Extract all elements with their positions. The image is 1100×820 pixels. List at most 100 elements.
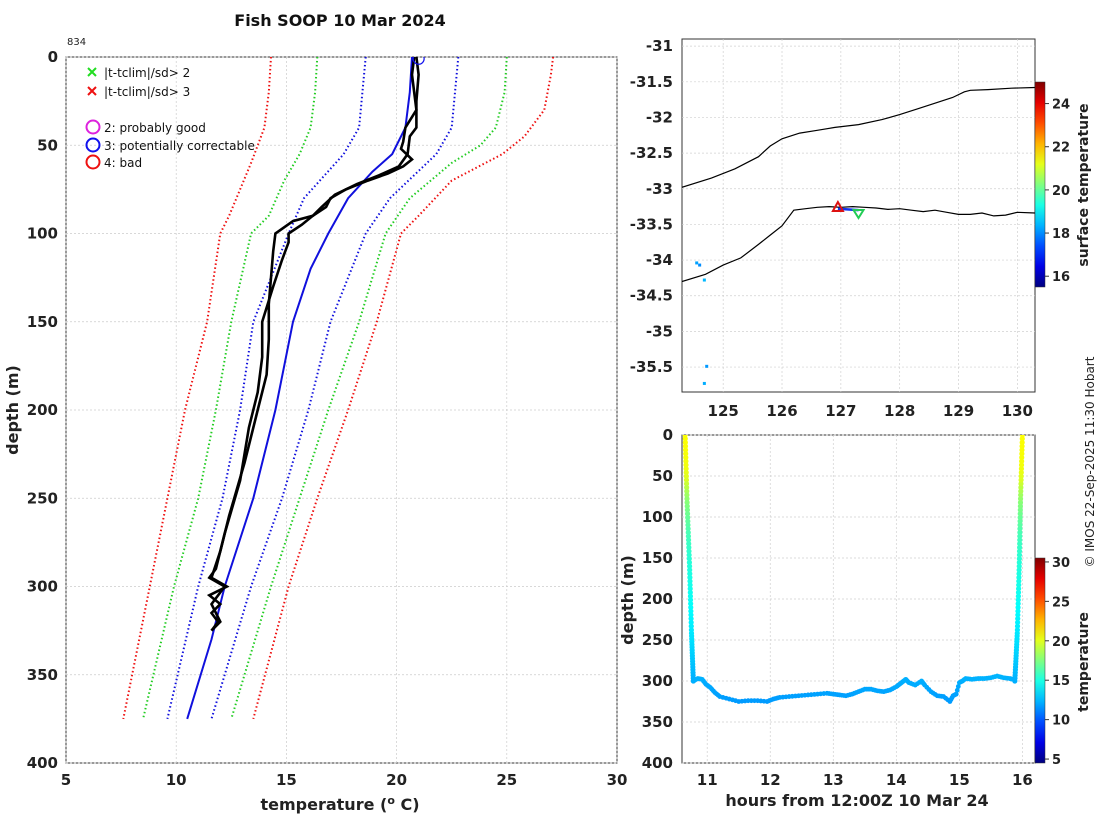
depth-time-point: [955, 684, 961, 689]
descent-ascent-point: [682, 447, 689, 453]
surface-temperature-colorbar: [1034, 81, 1046, 288]
temperature-colorbar-ticks: 5 10 15 20 25 30: [1045, 556, 1070, 768]
colorbar-tick-label: 25: [1052, 595, 1070, 610]
descent-ascent-point: [1016, 574, 1022, 581]
descent-ascent-point: [1017, 522, 1023, 528]
time-y-tick-label: 350: [642, 713, 673, 731]
legend-label: 2: probably good: [104, 121, 206, 135]
colorbar-tick-label: 18: [1052, 227, 1070, 242]
descent-ascent-point: [685, 518, 691, 524]
descent-ascent-point: [683, 458, 689, 464]
series-line-climatology-2sd: [142, 57, 319, 720]
x-tick-label: 15: [276, 771, 297, 789]
descent-ascent-point: [1017, 511, 1023, 517]
descent-ascent-point: [1015, 604, 1021, 611]
descent-ascent-point: [1018, 477, 1024, 483]
y-tick-label: 350: [27, 666, 58, 684]
descent-ascent-point: [688, 619, 694, 626]
depth-time-panel: 11 12 13 14 15 16 0 50 100 150 200 250 300 350 400 hou…: [618, 426, 1092, 810]
descent-ascent-point: [682, 443, 689, 449]
y-tick-label: 200: [27, 401, 58, 419]
descent-ascent-point: [683, 451, 689, 457]
time-y-tick-label: 150: [642, 549, 673, 567]
descent-ascent-point: [1016, 552, 1023, 558]
depth-time-point: [953, 691, 959, 697]
map-y-tick-label: -32.5: [630, 144, 673, 162]
descent-ascent-point: [1016, 548, 1023, 554]
descent-ascent-point: [687, 582, 693, 588]
descent-ascent-point: [685, 529, 691, 536]
profile-grid: [65, 56, 618, 764]
legend-label: |t-tclim|/sd> 3: [104, 85, 190, 99]
descent-ascent-point: [685, 533, 692, 539]
chart-title: Fish SOOP 10 Mar 2024: [234, 11, 445, 30]
descent-ascent-point: [688, 616, 694, 622]
map-x-tick-label: 130: [1002, 402, 1033, 420]
time-x-tick-label: 12: [760, 771, 781, 789]
descent-ascent-point: [683, 481, 690, 487]
descent-ascent-point: [1018, 481, 1024, 487]
descent-ascent-point: [687, 567, 693, 573]
descent-ascent-point: [1015, 589, 1022, 596]
flag-circle-marker: [412, 57, 425, 65]
surface-sample-dot: [698, 263, 702, 267]
time-y-tick-label: 100: [642, 508, 673, 526]
colorbar-tick-label: 5: [1052, 753, 1061, 768]
descent-ascent-point: [683, 454, 689, 461]
descent-ascent-point: [1019, 436, 1025, 442]
map-content: [682, 86, 1035, 385]
descent-ascent-point: [1018, 488, 1024, 494]
map-x-tick-label: 128: [884, 402, 915, 420]
descent-ascent-point: [1015, 612, 1021, 618]
y-tick-label: 250: [27, 489, 58, 507]
time-y-tick-label: 300: [642, 672, 673, 690]
descent-ascent-point: [684, 492, 690, 498]
time-x-tick-label: 16: [1012, 771, 1033, 789]
surface-sample-dot: [695, 261, 699, 265]
map-plot-area: [681, 38, 1036, 393]
descent-ascent-point: [1015, 601, 1021, 607]
coast-north-line: [682, 86, 1035, 188]
y-tick-label: 300: [27, 578, 58, 596]
descent-ascent-point: [687, 578, 693, 584]
descent-ascent-point: [1016, 559, 1022, 566]
descent-ascent-point: [685, 537, 692, 543]
descent-ascent-point: [1015, 593, 1021, 599]
descent-ascent-point: [1017, 541, 1023, 547]
time-x-tick-label: 13: [823, 771, 844, 789]
y-tick-label: 50: [37, 136, 58, 154]
series-line-climatology-mean: [186, 57, 413, 720]
credit-text: © IMOS 22-Sep-2025 11:30 Hobart: [1083, 356, 1097, 567]
temperature-colorbar: [1034, 557, 1046, 764]
map-x-tick-label: 129: [943, 402, 974, 420]
descent-ascent-point: [1018, 492, 1024, 498]
map-y-tick-label: -35.5: [630, 358, 673, 376]
green-x-icon: [87, 67, 97, 77]
descent-ascent-point: [1018, 466, 1025, 472]
descent-ascent-point: [683, 469, 689, 476]
descent-ascent-point: [1016, 556, 1022, 562]
legend-item-flag2: 2: probably good: [85, 119, 206, 135]
descent-ascent-point: [685, 514, 691, 521]
legend-label: 3: potentially correctable: [104, 139, 255, 153]
descent-ascent-point: [1017, 507, 1023, 513]
legend-item-flag4: 4: bad: [85, 154, 142, 170]
legend-item-sd3: |t-tclim|/sd> 3: [87, 85, 190, 99]
descent-ascent-point: [687, 597, 694, 603]
descent-ascent-point: [683, 473, 689, 479]
depth-time-xlabel: hours from 12:00Z 10 Mar 24: [725, 791, 988, 810]
descent-ascent-point: [1017, 503, 1023, 509]
colorbar-tick-label: 22: [1052, 141, 1070, 156]
profile-ylabel: depth (m): [3, 365, 22, 455]
descent-ascent-point: [683, 462, 689, 468]
x-tick-label: 5: [61, 771, 71, 789]
descent-ascent-point: [684, 496, 690, 502]
series-line-profile-2: [207, 57, 418, 632]
descent-ascent-point: [1018, 469, 1024, 476]
map-x-tick-label: 125: [708, 402, 739, 420]
colorbar-tick-label: 20: [1052, 635, 1070, 650]
descent-ascent-point: [1017, 537, 1023, 543]
time-y-tick-label: 0: [663, 426, 673, 444]
